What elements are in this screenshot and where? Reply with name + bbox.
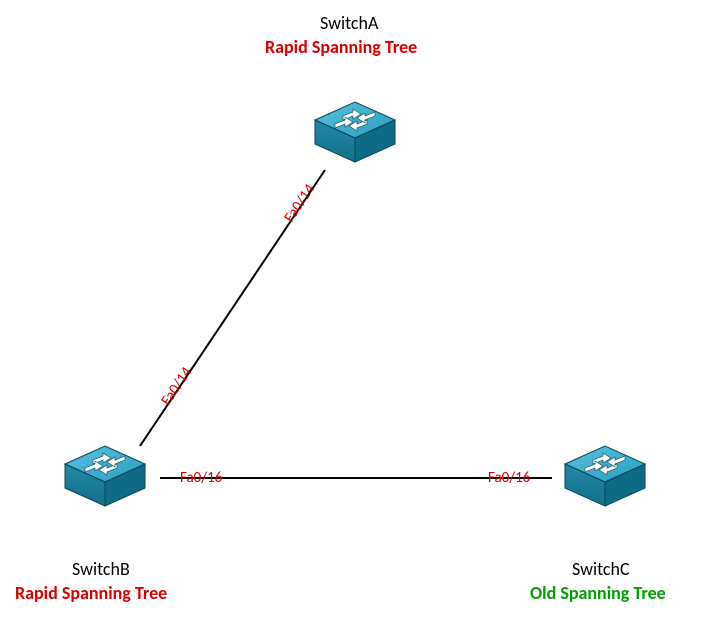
switch-c-protocol: Old Spanning Tree xyxy=(530,582,666,604)
switch-c-icon xyxy=(555,442,655,512)
link-lines xyxy=(0,0,715,636)
switch-b-name: SwitchB xyxy=(72,558,130,580)
switch-a-protocol: Rapid Spanning Tree xyxy=(265,36,417,58)
port-label-b-fa016: Fa0/16 xyxy=(180,469,222,487)
diagram-canvas: { "canvas": { "width": 715, "height": 63… xyxy=(0,0,715,636)
switch-b-protocol: Rapid Spanning Tree xyxy=(15,582,167,604)
switch-c-name: SwitchC xyxy=(572,558,630,580)
port-label-b-fa014: Fa0/14 xyxy=(158,364,197,409)
port-label-a-fa014: Fa0/14 xyxy=(281,181,320,226)
port-label-c-fa016: Fa0/16 xyxy=(488,469,530,487)
switch-a-icon xyxy=(305,98,405,168)
switch-a-name: SwitchA xyxy=(320,12,378,34)
switch-b-icon xyxy=(55,442,155,512)
